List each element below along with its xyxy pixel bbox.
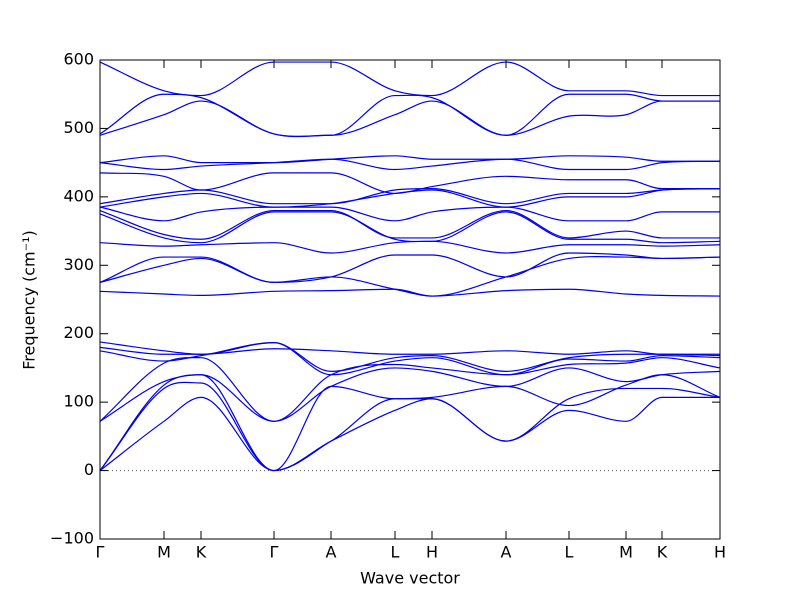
band-line <box>99 172 720 195</box>
band-line <box>99 61 720 97</box>
y-tick-label: 100 <box>63 392 94 411</box>
x-tick-label: Γ <box>96 543 105 562</box>
x-tick-label: A <box>326 543 337 562</box>
y-tick-label: 400 <box>63 186 94 205</box>
band-line <box>99 288 721 297</box>
x-axis-label: Wave vector <box>360 569 460 588</box>
y-tick-label: 500 <box>63 118 94 137</box>
plot-area <box>99 61 721 472</box>
x-tick-label: M <box>619 543 633 562</box>
y-tick-label: −100 <box>50 529 94 548</box>
band-line <box>99 341 720 355</box>
band-line <box>99 252 721 283</box>
band-line <box>99 209 720 240</box>
x-tick-label: M <box>157 543 171 562</box>
y-tick-label: 0 <box>84 460 94 479</box>
x-tick-label: H <box>714 543 726 562</box>
x-tick-label: L <box>565 543 574 562</box>
band-line <box>99 155 720 164</box>
band-line <box>99 158 721 171</box>
x-tick-label: H <box>426 543 438 562</box>
x-tick-label: Γ <box>270 543 279 562</box>
x-tick-label: A <box>501 543 512 562</box>
x-tick-label: K <box>657 543 668 562</box>
band-line <box>99 256 721 297</box>
axes-frame <box>99 59 721 540</box>
x-tick-label: K <box>196 543 207 562</box>
band-line <box>99 396 720 472</box>
y-tick-label: 200 <box>63 323 94 342</box>
band-line <box>99 357 721 422</box>
y-tick-label: 600 <box>63 50 94 69</box>
band-line <box>99 100 720 137</box>
band-line <box>99 93 720 138</box>
y-tick-label: 300 <box>63 255 94 274</box>
band-line <box>99 367 721 422</box>
band-line <box>99 342 721 376</box>
x-tick-label: L <box>391 543 400 562</box>
band-line <box>99 206 720 222</box>
band-line <box>99 211 721 244</box>
y-axis-label: Frequency (cm⁻¹) <box>20 230 39 369</box>
